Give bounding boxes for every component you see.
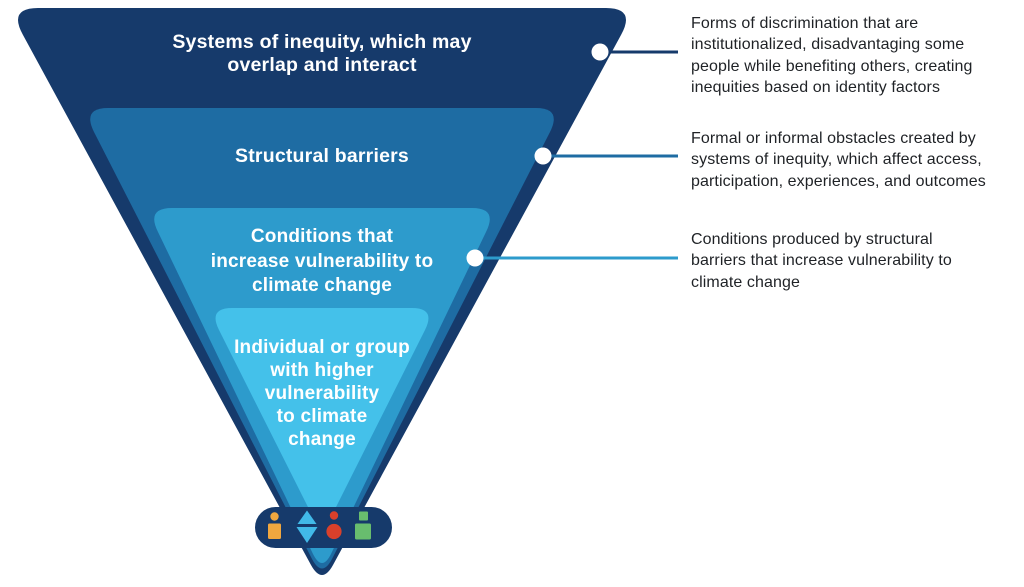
person-round-icon [326,511,342,540]
connector-dot [466,249,484,267]
funnel-label-structural-barriers: Structural barriers [235,145,409,167]
annotation-structural-barriers-definition: Formal or informal obstacles created by … [691,130,986,190]
annotation-systems-definition: Forms of discrimination that are institu… [691,15,973,97]
connector-systems [591,43,678,61]
person-rect-icon [268,512,281,539]
person-square-icon [355,511,371,540]
connector-dot [534,147,552,165]
annotation-conditions-definition: Conditions produced by structural barrie… [691,231,952,291]
tip-badge [255,507,392,548]
connector-dot [591,43,609,61]
connector-conditions [466,249,678,267]
funnel-label-systems: Systems of inequity, which may overlap a… [172,31,472,76]
funnel-label-conditions: Conditions that increase vulnerability t… [210,226,434,296]
funnel-label-individual: Individual or group with higher vulnerab… [234,337,410,450]
funnel-layer-individual-shape [215,308,429,527]
connector-structural-barriers [534,147,678,165]
up-down-triangles-icon [296,510,318,543]
